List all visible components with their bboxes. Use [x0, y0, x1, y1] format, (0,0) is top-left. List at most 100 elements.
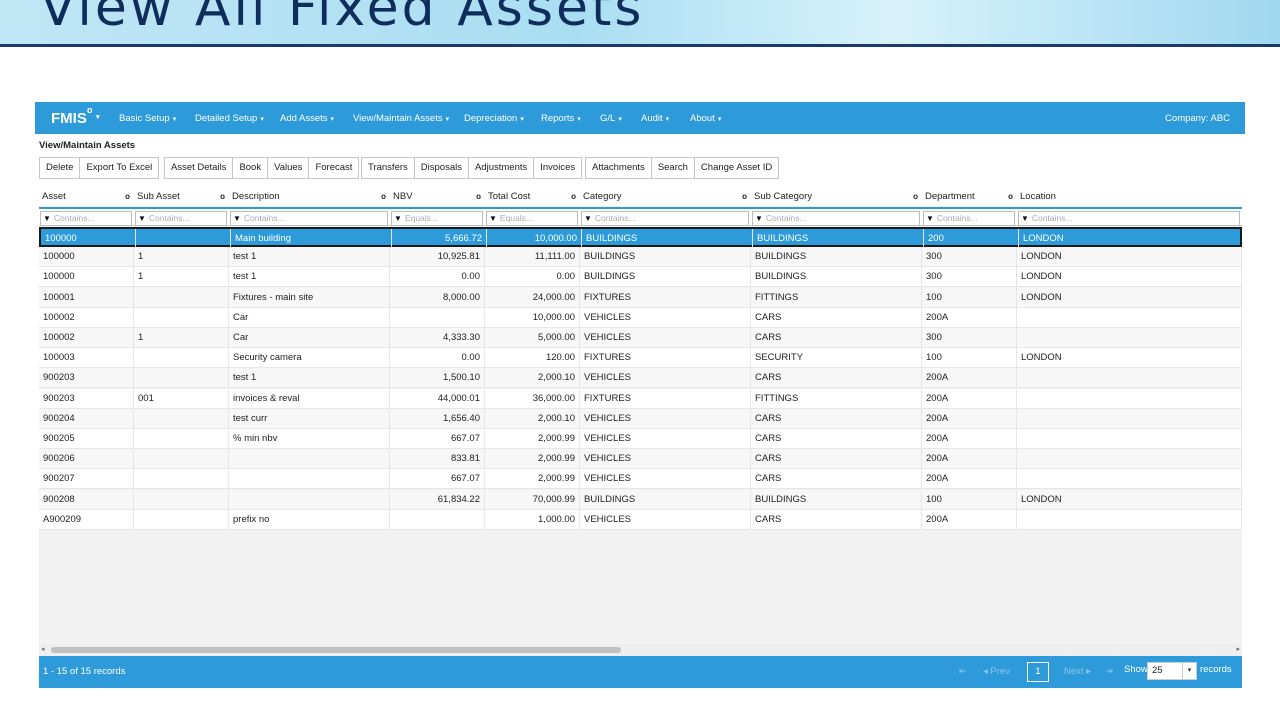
nav-view-maintain-assets[interactable]: View/Maintain Assets ▾ — [353, 113, 450, 124]
prev-page-button[interactable]: ◂ Prev — [983, 666, 1010, 677]
cell-asset: 100002 — [39, 307, 134, 328]
current-page[interactable]: 1 — [1027, 662, 1049, 682]
cell-location — [1017, 408, 1242, 429]
filter-input-department[interactable]: ▼ Contains... — [923, 211, 1015, 226]
nav-add-assets[interactable]: Add Assets ▾ — [280, 113, 335, 124]
scrollbar-thumb[interactable] — [51, 647, 621, 653]
filter-icon[interactable]: ▼ — [755, 214, 763, 223]
chevron-down-icon[interactable]: ▾ — [1182, 663, 1196, 679]
column-options-icon[interactable]: o — [571, 192, 576, 201]
nav-basic-setup[interactable]: Basic Setup ▾ — [119, 113, 177, 124]
filter-input-sub-asset[interactable]: ▼ Contains... — [135, 211, 227, 226]
filter-input-sub-category[interactable]: ▼ Contains... — [752, 211, 920, 226]
filter-placeholder: Contains... — [53, 213, 95, 223]
table-row[interactable]: 900207 667.07 2,000.99 VEHICLES CARS 200A — [39, 469, 1242, 490]
column-options-icon[interactable]: o — [381, 192, 386, 201]
column-header-total-cost[interactable]: Total Cost o — [485, 188, 580, 206]
filter-icon[interactable]: ▼ — [584, 214, 592, 223]
first-page-icon[interactable]: ⇤ — [959, 666, 967, 677]
book-button[interactable]: Book — [232, 157, 269, 179]
scroll-left-icon[interactable]: ◂ — [41, 646, 45, 653]
last-page-icon[interactable]: ⇥ — [1105, 666, 1113, 677]
column-header-category[interactable]: Category o — [580, 188, 751, 206]
asset-details-button[interactable]: Asset Details — [164, 157, 234, 179]
filter-icon[interactable]: ▼ — [233, 214, 241, 223]
cell-category: VEHICLES — [580, 429, 751, 449]
next-page-button[interactable]: Next ▸ — [1064, 666, 1091, 677]
column-header-nbv[interactable]: NBV o — [390, 188, 485, 206]
table-row[interactable]: 100002 Car 10,000.00 VEHICLES CARS 200A — [39, 307, 1242, 328]
filter-icon[interactable]: ▼ — [394, 214, 402, 223]
nav-depreciation[interactable]: Depreciation ▾ — [464, 113, 524, 124]
horizontal-scrollbar[interactable]: ◂ ▸ — [39, 644, 1242, 656]
table-row[interactable]: 900206 833.81 2,000.99 VEHICLES CARS 200A — [39, 449, 1242, 470]
cell-asset: 100003 — [39, 348, 134, 369]
filter-icon[interactable]: ▼ — [43, 214, 51, 223]
filter-icon[interactable]: ▼ — [1021, 214, 1029, 223]
table-row[interactable]: A900209 prefix no 1,000.00 VEHICLES CARS 200A — [39, 509, 1242, 530]
filter-icon[interactable]: ▼ — [138, 214, 146, 223]
cell-nbv: 0.00 — [390, 267, 485, 288]
table-row[interactable]: 900203 test 1 1,500.10 2,000.10 VEHICLES CARS… — [39, 368, 1242, 389]
filter-input-asset[interactable]: ▼ Contains... — [40, 211, 132, 226]
filter-input-category[interactable]: ▼ Contains... — [581, 211, 749, 226]
filter-input-nbv[interactable]: ▼ Equals... — [391, 211, 483, 226]
column-options-icon[interactable]: o — [1008, 192, 1013, 201]
column-options-icon[interactable]: o — [913, 192, 918, 201]
table-row[interactable]: 100001 Fixtures - main site 8,000.00 24,000… — [39, 287, 1242, 308]
table-row[interactable]: 100000 Main building 5,666.72 10,000.00 BUIL… — [39, 227, 1242, 249]
values-button[interactable]: Values — [267, 157, 310, 179]
cell-nbv: 667.07 — [390, 429, 485, 449]
cell-sub-category: CARS — [751, 368, 922, 389]
column-header-label: Total Cost — [488, 191, 531, 202]
brand-logo[interactable]: FMIS o ▾ — [51, 105, 100, 127]
delete-button[interactable]: Delete — [39, 157, 81, 179]
records-label: records — [1200, 664, 1232, 675]
table-row[interactable]: 100000 1 test 1 0.00 0.00 BUILDINGS BUILDINGS 3… — [39, 267, 1242, 288]
nav-gl[interactable]: G/L ▾ — [600, 113, 622, 124]
column-options-icon[interactable]: o — [742, 192, 747, 201]
forecast-button[interactable]: Forecast — [308, 157, 360, 179]
cell-category: BUILDINGS — [580, 267, 751, 288]
cell-location: LONDON — [1017, 489, 1242, 510]
filter-input-description[interactable]: ▼ Contains... — [230, 211, 388, 226]
column-header-department[interactable]: Department o — [922, 188, 1017, 206]
invoices-button[interactable]: Invoices — [533, 157, 583, 179]
filter-input-location[interactable]: ▼ Contains... — [1018, 211, 1240, 226]
table-row[interactable]: 900203 001 invoices & reval 44,000.01 36,000… — [39, 388, 1242, 409]
attachments-button[interactable]: Attachments — [585, 157, 652, 179]
table-row[interactable]: 100003 Security camera 0.00 120.00 FIXTURES S… — [39, 348, 1242, 369]
column-header-location[interactable]: Location — [1017, 188, 1242, 206]
column-options-icon[interactable]: o — [125, 192, 130, 201]
cell-total-cost: 24,000.00 — [485, 287, 580, 308]
nav-about[interactable]: About ▾ — [690, 113, 722, 124]
nav-audit[interactable]: Audit ▾ — [641, 113, 670, 124]
column-header-asset[interactable]: Asset o — [39, 188, 134, 206]
table-row[interactable]: 100000 1 test 1 10,925.81 11,111.00 BUILDINGS… — [39, 247, 1242, 268]
table-row[interactable]: 900208 61,834.22 70,000.99 BUILDINGS BUILDIN… — [39, 489, 1242, 510]
nav-reports[interactable]: Reports ▾ — [541, 113, 581, 124]
filter-icon[interactable]: ▼ — [489, 214, 497, 223]
column-header-label: Description — [232, 191, 280, 202]
cell-total-cost: 0.00 — [485, 267, 580, 288]
column-header-sub-category[interactable]: Sub Category o — [751, 188, 922, 206]
page-size-select[interactable]: 25 ▾ — [1147, 662, 1197, 680]
disposals-button[interactable]: Disposals — [413, 157, 469, 179]
change-asset-id-button[interactable]: Change Asset ID — [693, 157, 780, 179]
search-button[interactable]: Search — [650, 157, 695, 179]
table-row[interactable]: 900205 % min nbv 667.07 2,000.99 VEHICLES CAR… — [39, 429, 1242, 449]
scroll-right-icon[interactable]: ▸ — [1236, 646, 1240, 653]
column-options-icon[interactable]: o — [220, 192, 225, 201]
table-row[interactable]: 100002 1 Car 4,333.30 5,000.00 VEHICLES CARS 30… — [39, 328, 1242, 348]
adjustments-button[interactable]: Adjustments — [467, 157, 535, 179]
filter-input-total-cost[interactable]: ▼ Equals... — [486, 211, 578, 226]
transfers-button[interactable]: Transfers — [361, 157, 415, 179]
export-to-excel-button[interactable]: Export To Excel — [79, 157, 160, 179]
table-row[interactable]: 900204 test curr 1,656.40 2,000.10 VEHICLES C… — [39, 408, 1242, 429]
column-header-description[interactable]: Description o — [229, 188, 390, 206]
filter-icon[interactable]: ▼ — [926, 214, 934, 223]
cell-location — [1017, 469, 1242, 490]
nav-detailed-setup[interactable]: Detailed Setup ▾ — [195, 113, 264, 124]
column-header-sub-asset[interactable]: Sub Asset o — [134, 188, 229, 206]
column-options-icon[interactable]: o — [476, 192, 481, 201]
